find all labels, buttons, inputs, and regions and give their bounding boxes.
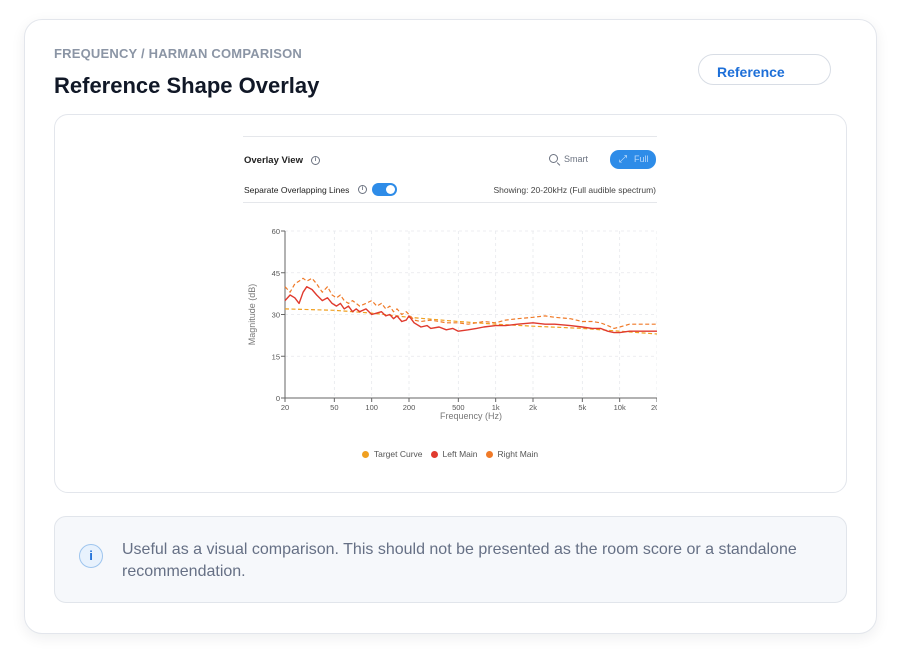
smart-label: Smart: [564, 154, 589, 164]
note-text: Useful as a visual comparison. This shou…: [122, 541, 797, 580]
legend-swatch: [361, 451, 369, 458]
y-tick-label: 45: [272, 269, 280, 278]
x-tick-label: 200: [403, 403, 416, 412]
separate-lines-label: Separate Overlapping Lines: [244, 185, 350, 195]
x-tick-label: 500: [452, 403, 465, 412]
x-tick-label: 10k: [614, 403, 626, 412]
x-tick-label: 20: [281, 403, 289, 412]
expand-icon: ⤢: [619, 154, 627, 165]
page-title: Reference Shape Overlay: [54, 73, 320, 98]
x-tick-label: 1k: [492, 403, 500, 412]
info-note: i Useful as a visual comparison. This sh…: [54, 516, 847, 603]
legend-item[interactable]: Left Main: [430, 449, 478, 459]
smart-zoom-button[interactable]: Smart: [549, 154, 589, 164]
y-tick-label: 30: [272, 311, 280, 320]
info-icon: i: [79, 544, 103, 568]
x-tick-label: 100: [365, 403, 378, 412]
section-eyebrow: FREQUENCY / HARMAN COMPARISON: [54, 46, 302, 61]
series-line-right-main: [284, 277, 657, 329]
range-status: Showing: 20-20kHz (Full audible spectrum…: [493, 185, 656, 195]
grid: [285, 230, 657, 398]
chart-panel: Overlay View i Smart ⤢ Full Separate Ove…: [54, 114, 847, 493]
divider: [243, 202, 657, 203]
legend-item[interactable]: Target Curve: [361, 449, 423, 459]
zoom-icon: [549, 154, 558, 163]
separate-lines-toggle[interactable]: [372, 183, 397, 196]
full-view-button[interactable]: ⤢ Full: [610, 150, 656, 169]
axes: 0 15 30 45 60 20 50 100 200 500 1k 2k 5k 10k 20k Freque…: [247, 227, 657, 421]
x-tick-label: 2k: [529, 403, 537, 412]
legend-swatch: [430, 451, 438, 458]
y-tick-label: 15: [272, 352, 280, 361]
legend-label: Left Main: [442, 449, 478, 459]
x-tick-label: 50: [330, 403, 338, 412]
overlay-title: Overlay View: [244, 155, 303, 166]
frequency-response-chart: 0 15 30 45 60 20 50 100 200 500 1k 2k 5k 10k 20k Freque…: [247, 227, 657, 421]
reference-button[interactable]: Reference: [698, 54, 831, 85]
legend-swatch: [485, 451, 493, 458]
overlay-widget: Overlay View i Smart ⤢ Full Separate Ove…: [243, 136, 657, 459]
legend-label: Right Main: [497, 449, 539, 459]
separate-info-icon[interactable]: i: [358, 185, 367, 194]
toggle-knob: [386, 185, 395, 194]
legend-item[interactable]: Right Main: [485, 449, 539, 459]
x-tick-label: 20k: [651, 403, 657, 412]
series-lines: [284, 277, 657, 335]
chart-legend: Target Curve Left Main Right Main: [243, 449, 657, 459]
x-axis-title: Frequency (Hz): [440, 411, 502, 421]
divider: [243, 136, 657, 137]
legend-label: Target Curve: [373, 449, 423, 459]
full-label: Full: [634, 154, 649, 164]
y-axis-title: Magnitude (dB): [247, 284, 257, 346]
series-line-left-main: [284, 286, 657, 334]
x-tick-label: 5k: [578, 403, 586, 412]
y-tick-label: 60: [272, 227, 280, 236]
info-icon[interactable]: i: [311, 156, 320, 165]
series-line-target-curve: [284, 308, 657, 335]
y-tick-label: 0: [276, 394, 280, 403]
